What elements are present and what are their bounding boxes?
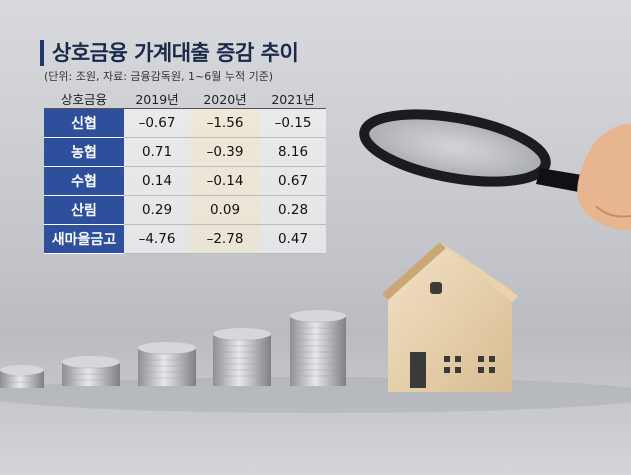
hand [577,123,631,231]
wooden-house [382,242,518,392]
cell-value: –2.78 [190,224,260,254]
cell-value: –4.76 [124,224,190,254]
title-accent-bar [40,40,44,66]
coin-stack-3 [138,342,196,386]
coin-stack-5 [290,310,346,386]
table-row: 농협 0.71 –0.39 8.16 [44,137,326,167]
cell-value: 0.09 [190,195,260,225]
table-header-row: 상호금융 2019년 2020년 2021년 [44,88,326,109]
header-2021: 2021년 [260,88,326,109]
row-label: 신협 [44,108,124,138]
coin-stack-1 [0,365,44,388]
cell-value: 0.47 [260,224,326,254]
data-table: 상호금융 2019년 2020년 2021년 신협 –0.67 –1.56 –0… [44,88,326,254]
coin-stack-2 [62,356,120,386]
cell-value: 0.71 [124,137,190,167]
row-label: 농협 [44,137,124,167]
coin-stack-4 [213,328,271,386]
chart-title: 상호금융 가계대출 증감 추이 [52,41,299,65]
cell-value: –0.14 [190,166,260,196]
cell-value: –0.67 [124,108,190,138]
table-row: 새마을금고 –4.76 –2.78 0.47 [44,224,326,254]
coin-ridges [0,321,346,383]
table-row: 신협 –0.67 –1.56 –0.15 [44,108,326,138]
row-label: 수협 [44,166,124,196]
cell-value: 0.28 [260,195,326,225]
header-2020: 2020년 [190,88,260,109]
table-row: 수협 0.14 –0.14 0.67 [44,166,326,196]
cell-value: 0.29 [124,195,190,225]
row-label: 산림 [44,195,124,225]
cell-value: –1.56 [190,108,260,138]
table-row: 산림 0.29 0.09 0.28 [44,195,326,225]
cell-value: –0.39 [190,137,260,167]
row-label: 새마을금고 [44,224,124,254]
cell-value: 0.67 [260,166,326,196]
header-category: 상호금융 [44,88,124,109]
cell-value: 8.16 [260,137,326,167]
cell-value: –0.15 [260,108,326,138]
cell-value: 0.14 [124,166,190,196]
header-2019: 2019년 [124,88,190,109]
chart-subtitle: (단위: 조원, 자료: 금융감독원, 1~6월 누적 기준) [44,70,274,83]
